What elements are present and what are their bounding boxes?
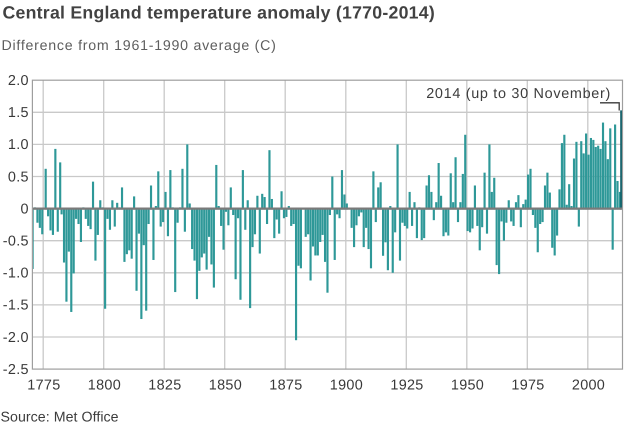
svg-text:-2.0: -2.0	[3, 330, 29, 346]
svg-text:1875: 1875	[269, 378, 302, 394]
svg-text:1800: 1800	[88, 378, 121, 394]
svg-text:1975: 1975	[511, 378, 544, 394]
svg-text:1925: 1925	[390, 378, 423, 394]
svg-text:1900: 1900	[330, 378, 363, 394]
svg-text:-1.0: -1.0	[3, 266, 29, 282]
svg-text:Source: Met Office: Source: Met Office	[1, 409, 119, 425]
svg-text:2.0: 2.0	[8, 73, 29, 89]
svg-text:1.0: 1.0	[8, 137, 29, 153]
svg-text:1850: 1850	[209, 378, 242, 394]
svg-text:2014 (up to 30 November): 2014 (up to 30 November)	[426, 86, 611, 102]
svg-text:-1.5: -1.5	[3, 298, 29, 314]
svg-text:0.5: 0.5	[8, 169, 29, 185]
svg-text:0: 0	[20, 201, 28, 217]
svg-text:Difference from 1961-1990 aver: Difference from 1961-1990 average (C)	[2, 38, 277, 54]
svg-text:-0.5: -0.5	[3, 234, 29, 250]
svg-text:1775: 1775	[27, 378, 60, 394]
svg-text:2000: 2000	[572, 378, 605, 394]
svg-text:-2.5: -2.5	[3, 362, 29, 378]
svg-text:Central England temperature an: Central England temperature anomaly (177…	[3, 3, 435, 23]
svg-text:1.5: 1.5	[8, 105, 29, 121]
svg-text:1825: 1825	[148, 378, 181, 394]
svg-text:1950: 1950	[451, 378, 484, 394]
